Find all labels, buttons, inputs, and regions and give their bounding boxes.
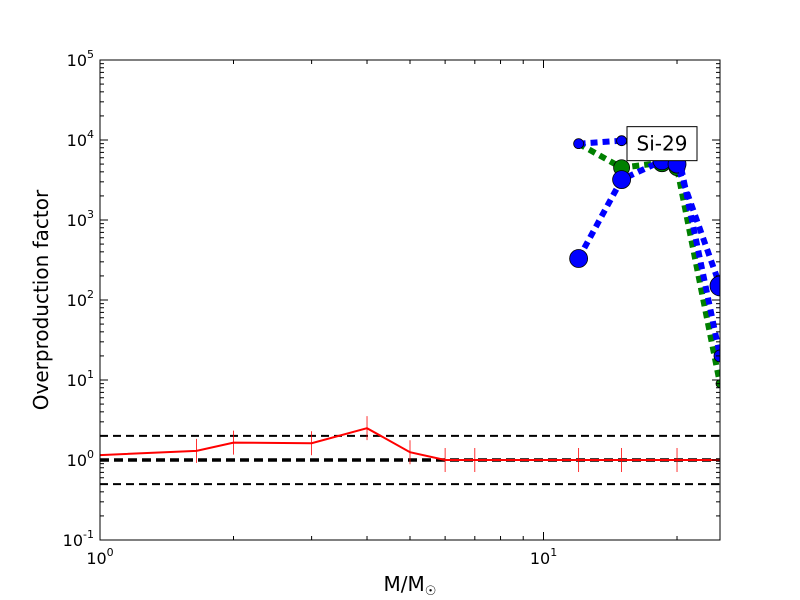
- series-3: [573, 135, 720, 363]
- y-tick-label: 105: [67, 48, 94, 70]
- y-tick-label: 104: [67, 128, 94, 150]
- data-point: [569, 249, 589, 268]
- annotation-frame: [626, 126, 698, 162]
- data-point: [709, 275, 720, 297]
- data-point: [616, 135, 628, 147]
- y-axis-label: Overproduction factor: [29, 189, 53, 410]
- annotation-box: Si-29: [626, 126, 698, 162]
- y-tick-label: 102: [67, 288, 94, 310]
- x-tick-label: 100: [86, 546, 113, 568]
- data-point: [573, 138, 585, 150]
- series-line: [578, 137, 720, 357]
- x-axis-label: M/M☉: [384, 572, 437, 599]
- x-tick-label: 101: [530, 546, 557, 568]
- y-tick-label: 101: [67, 368, 94, 390]
- y-tick-label: 10-1: [63, 528, 94, 550]
- series-line: [100, 427, 720, 461]
- y-tick-label: 100: [67, 448, 94, 470]
- data-point: [612, 170, 632, 189]
- data-series: [100, 135, 720, 472]
- annotation-label: Si-29: [637, 132, 688, 156]
- series-0: [100, 416, 720, 472]
- y-tick-label: 103: [67, 208, 94, 230]
